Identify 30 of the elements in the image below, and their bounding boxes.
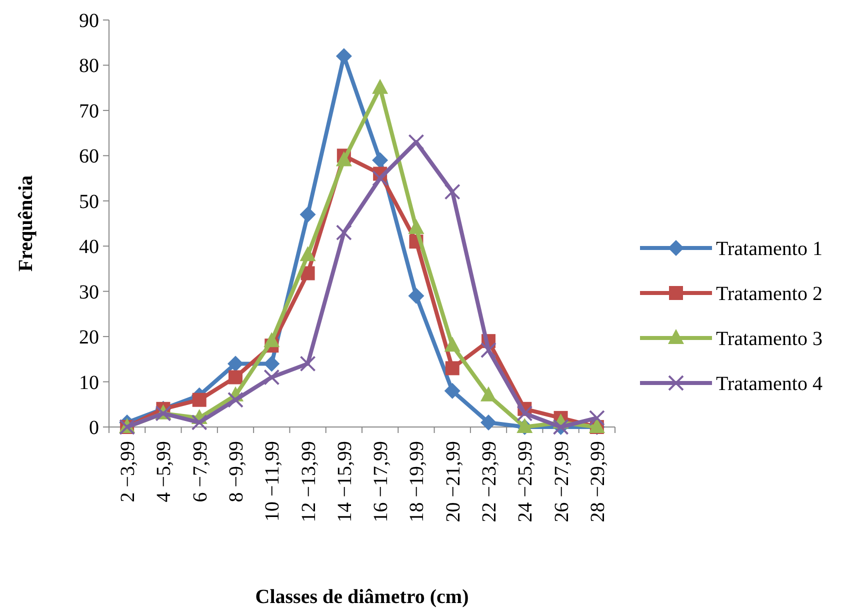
x-tick-label: 24 −25,99	[514, 441, 537, 522]
x-tick-label: 10 −11,99	[262, 441, 284, 522]
legend-label: Tratamento 2	[716, 283, 822, 305]
x-tick-label: 8 −9,99	[226, 441, 248, 502]
x-tick-label: 18 −19,99	[406, 441, 428, 522]
x-tick-label: 20 −21,99	[442, 441, 464, 522]
y-tick-label: 20	[79, 326, 99, 349]
x-tick-label: 14 −15,99	[334, 441, 356, 522]
y-tick-label: 70	[79, 100, 99, 122]
y-tick-label: 60	[79, 146, 99, 168]
y-tick-label: 0	[89, 417, 99, 439]
y-tick-label: 30	[79, 281, 99, 304]
x-tick-label: 2 −3,99	[117, 441, 140, 502]
y-axis-title: Frequência	[15, 175, 37, 272]
legend-label: Tratamento 3	[716, 328, 822, 350]
legend-label: Tratamento 4	[716, 373, 822, 395]
x-tick-label: 28 −29,99	[586, 441, 609, 522]
y-tick-label: 10	[79, 372, 99, 394]
x-tick-label: 26 −27,99	[550, 441, 573, 522]
y-tick-label: 90	[79, 10, 99, 32]
y-tick-label: 40	[79, 236, 99, 258]
x-tick-label: 16 −17,99	[370, 441, 392, 522]
y-tick-label: 50	[79, 190, 99, 213]
x-tick-label: 22 −23,99	[478, 441, 500, 522]
x-tick-label: 6 −7,99	[189, 441, 212, 502]
x-tick-label: 4 −5,99	[153, 441, 176, 502]
legend-label: Tratamento 1	[716, 238, 822, 260]
x-tick-label: 12 −13,99	[298, 441, 320, 522]
y-tick-label: 80	[79, 55, 99, 78]
x-axis-title: Classes de diâmetro (cm)	[255, 586, 469, 608]
